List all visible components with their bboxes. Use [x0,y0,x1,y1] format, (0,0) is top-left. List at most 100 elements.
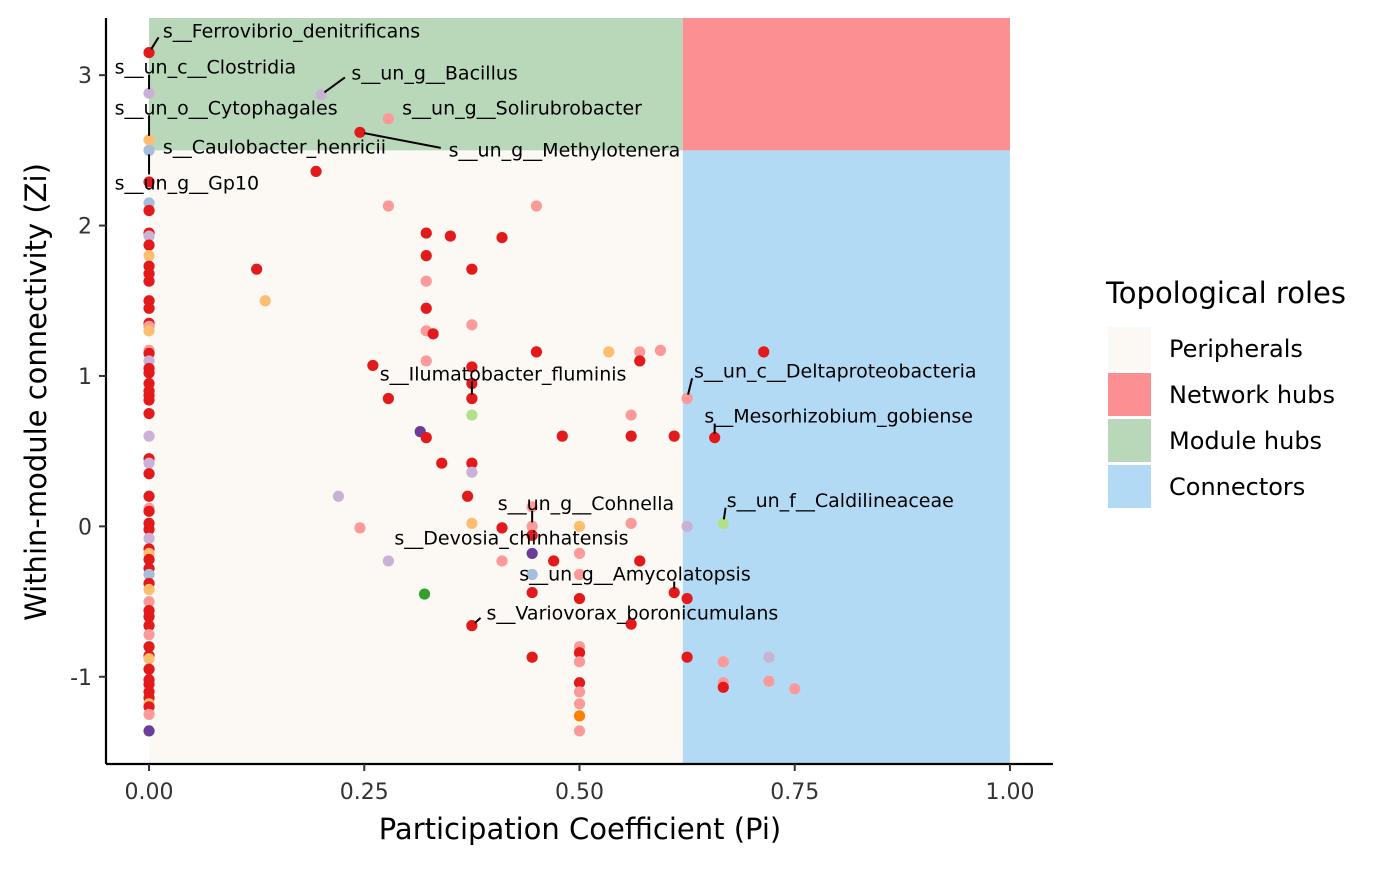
data-point [466,457,478,469]
data-point [466,319,478,331]
data-point [573,568,586,581]
data-point [420,432,432,444]
data-point [143,629,155,641]
legend-label: Network hubs [1169,381,1335,409]
data-point [496,231,508,244]
annotation-label: s__un_g__Methylotenera [449,139,681,161]
annotation-label: s__Devosia_chinhatensis [394,527,628,549]
annotation-leader-line [323,76,346,94]
data-point [526,568,538,581]
data-point [143,302,155,314]
annotation-label: s__un_g__Bacillus [351,63,517,85]
legend-swatch [1108,465,1151,508]
data-point [382,200,394,212]
y-tick-label: 3 [78,64,92,89]
annotation-label: s__un_c__Deltaproteobacteria [694,360,977,382]
annotation-label: s__un_f__Caldilineaceae [727,490,954,512]
data-point [315,89,327,101]
annotation-leader-line [150,36,160,50]
data-point [354,522,366,534]
annotation-label: s__un_g__Gp10 [115,172,260,194]
annotation-label: s__Caulobacter_henricii [163,136,386,158]
data-point [420,275,432,287]
x-tick-label: 0.25 [340,780,389,805]
data-point [420,302,432,314]
legend-swatch [1108,327,1151,370]
annotation-label: s__Ferrovibrio_denitrificans [163,21,420,43]
annotation-leader-line [687,377,694,395]
data-point [654,344,667,356]
data-point [143,134,155,146]
data-point [556,430,568,442]
y-axis-title: Within-module connectivity (Zi) [19,163,53,621]
data-point [681,392,693,405]
data-point [717,681,729,693]
data-point [496,522,508,534]
data-point [143,144,155,156]
data-point [573,710,586,722]
legend-title: Topological roles [1105,276,1346,310]
data-point [758,346,770,358]
data-point [143,611,155,623]
data-point [143,641,155,653]
x-axis-title: Participation Coefficient (Pi) [379,812,781,846]
data-point [466,361,478,373]
data-point [789,683,801,695]
data-point [143,620,155,632]
annotation-label: s__Variovorax_boronicumulans [487,603,779,625]
data-point [143,457,155,469]
data-point [418,588,431,600]
region-module-hubs [149,18,683,151]
data-point [143,46,155,59]
data-point [466,392,478,405]
data-point [763,651,775,663]
data-point [717,517,729,529]
data-point [143,230,155,242]
data-point [548,555,560,567]
data-point [530,200,543,212]
data-point [573,698,586,710]
data-point [143,394,155,406]
annotation-leader-line [363,132,441,149]
region-network-hubs [682,18,1010,151]
data-point [668,430,680,442]
data-point [143,430,155,442]
data-points [143,46,801,737]
x-axis-ticks: 0.00 0.25 0.50 0.75 1.00 [125,764,1034,805]
data-point [143,523,155,535]
legend-swatch [1108,419,1151,462]
data-point [466,517,478,529]
data-point [625,517,637,529]
data-point [461,490,474,502]
data-point [526,501,538,513]
annotation-leader-line [474,617,482,624]
annotation-label: s__un_c__Clostridia [115,57,297,79]
annotation-label: s__un_g__Cohnella [498,493,674,515]
data-point [526,547,538,560]
data-point [526,651,538,663]
data-point [143,275,155,287]
annotation-label: s__un_o__Cytophagales [115,97,338,119]
data-point [526,520,538,532]
data-point [526,529,538,541]
annotation-leader-line [722,507,727,520]
annotation-label: s__un_g__Solirubrobacter [402,97,642,119]
region-peripherals [149,150,683,764]
data-point [444,230,456,242]
data-point [634,346,646,358]
data-point [143,325,155,337]
data-point [668,586,680,599]
data-point [143,583,155,596]
x-tick-label: 0.50 [555,780,604,805]
data-point [530,346,543,358]
legend-swatch [1108,373,1151,416]
data-point [526,586,538,599]
y-tick-label: -1 [70,666,92,691]
legend-label: Connectors [1169,473,1305,501]
data-point [143,505,155,517]
data-point [466,620,478,632]
x-tick-label: 0.75 [770,780,819,805]
y-tick-label: 1 [78,365,92,390]
